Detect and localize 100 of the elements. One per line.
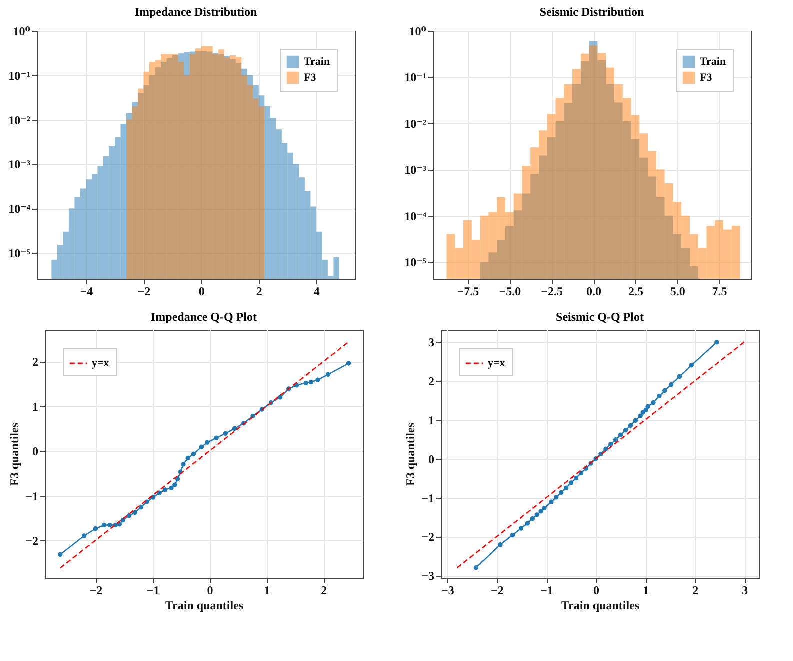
x-tick-label: 1 [264, 584, 270, 598]
x-tick-label: −2 [90, 584, 103, 598]
chart-title: Seismic Distribution [540, 5, 644, 19]
y-tick-label: −3 [422, 569, 434, 584]
point [662, 388, 668, 394]
legend-label: F3 [700, 72, 713, 84]
point [542, 506, 547, 511]
point [326, 372, 331, 378]
point [181, 462, 186, 467]
point [530, 516, 535, 522]
point [604, 446, 608, 452]
point [689, 363, 694, 368]
point [132, 510, 138, 516]
point [518, 526, 524, 531]
point [614, 437, 618, 442]
x-axis-title: Train quantiles [165, 598, 244, 612]
x-tick-label: −7.5 [457, 284, 480, 298]
x-tick-label: 7.5 [712, 284, 728, 298]
y-tick-label: 10⁻¹ [404, 70, 427, 85]
x-tick-label: 4 [314, 284, 320, 298]
point [538, 509, 544, 514]
point [102, 522, 107, 528]
point [127, 514, 132, 518]
point [186, 456, 190, 461]
y-tick-label: 2 [428, 374, 434, 388]
point [214, 436, 219, 440]
legend-label: Train [304, 56, 330, 68]
legend-label: y=x [92, 358, 110, 370]
x-tick-label: 0.0 [586, 284, 602, 298]
y-tick-label: 10⁻³ [404, 163, 427, 178]
y-tick-label: 10⁻⁵ [8, 246, 31, 261]
x-tick-label: −1 [540, 584, 554, 598]
point [175, 476, 180, 482]
x-tick-label: −2 [491, 584, 504, 598]
point [549, 500, 554, 504]
point [559, 490, 564, 496]
legend-label: y=x [488, 358, 506, 370]
point [668, 382, 674, 388]
y-axis-title: F3 quantiles [8, 422, 22, 486]
x-tick-label: −2.5 [541, 284, 563, 298]
y-tick-label: −2 [422, 530, 434, 544]
point [608, 442, 614, 447]
x-tick-label: 2 [256, 284, 262, 298]
point [623, 428, 628, 433]
x-tick-label: 0 [198, 284, 205, 298]
point [191, 452, 196, 457]
x-tick-label: 2 [692, 584, 699, 598]
x-tick-label: 3 [742, 584, 748, 598]
x-tick-label: −2 [138, 284, 151, 298]
point [172, 482, 178, 488]
x-tick-label: 1 [643, 584, 650, 598]
point [578, 470, 584, 476]
y-tick-label: 3 [428, 336, 434, 350]
point [199, 444, 204, 450]
point [316, 378, 320, 382]
point [633, 418, 638, 424]
point [554, 495, 559, 500]
y-axis-title: F3 quantiles [404, 422, 418, 486]
point [304, 380, 308, 386]
point [574, 476, 579, 481]
point [58, 552, 63, 558]
point [646, 404, 650, 410]
y-tick-label: 10⁻¹ [8, 68, 31, 83]
x-tick-label: −3 [442, 584, 454, 598]
x-tick-label: 2.5 [628, 284, 644, 298]
chart-title: Impedance Q-Q Plot [151, 310, 257, 324]
y-tick-label: −1 [26, 489, 38, 504]
y-tick-label: 10⁻⁴ [8, 202, 31, 216]
point [568, 480, 574, 486]
y-tick-label: 1 [32, 400, 38, 414]
point [510, 532, 516, 538]
point [628, 423, 634, 428]
y-tick-label: 2 [32, 355, 38, 370]
point [232, 426, 238, 432]
point [564, 486, 569, 490]
x-tick-label: −1 [146, 584, 160, 598]
legend-label: F3 [304, 72, 317, 84]
point [138, 505, 144, 510]
y-tick-label: 10⁻² [404, 116, 427, 131]
point [93, 526, 98, 532]
x-axis-title: Train quantiles [561, 598, 640, 612]
point [618, 432, 624, 438]
y-tick-label: 10⁻² [8, 113, 31, 128]
point [474, 566, 479, 570]
point [677, 374, 682, 380]
y-tick-label: 1 [428, 413, 434, 428]
point [205, 440, 210, 445]
y-tick-label: −2 [26, 534, 38, 548]
point [108, 522, 112, 528]
y-tick-label: 10⁰ [409, 24, 426, 38]
point [162, 488, 168, 492]
point [714, 340, 720, 345]
x-tick-label: −5.0 [499, 284, 522, 298]
y-tick-label: 10⁰ [13, 24, 30, 38]
point [644, 408, 648, 413]
point [498, 542, 503, 548]
legend-label: Train [700, 56, 726, 68]
x-tick-label: 0 [594, 584, 600, 598]
point [534, 512, 540, 518]
y-tick-label: 10⁻³ [8, 158, 31, 172]
